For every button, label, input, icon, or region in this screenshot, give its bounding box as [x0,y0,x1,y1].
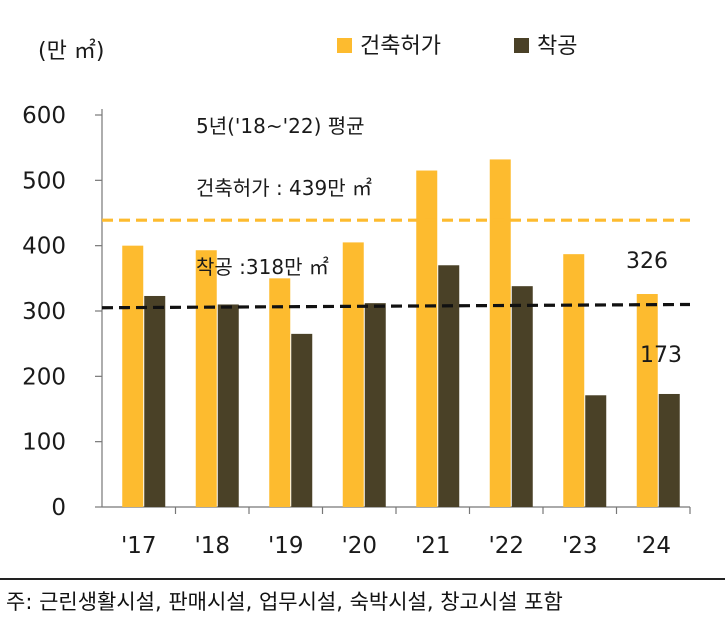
value-label-starts-2024: 173 [640,343,682,368]
bar-starts-23 [585,395,607,507]
bar-chart: 0 100 200 300 400 500 600 '17 '18 '19 '20 '21 '22 '2… [22,34,691,559]
bar-permits-24 [636,294,658,507]
legend-swatch-starts [514,38,529,53]
y-tick-label: 300 [22,299,66,325]
bar-permits-19 [269,278,291,507]
permit-average-label: 건축허가 : 439만 ㎡ [196,176,372,200]
bar-starts-24 [658,393,680,507]
start-average-label: 착공 :318만 ㎡ [196,255,329,279]
bar-starts-21 [438,265,460,507]
bar-starts-20 [364,303,386,507]
start-average-line [101,302,691,310]
x-tick-label: '21 [415,533,451,559]
bar-permits-22 [489,159,511,507]
legend: 건축허가 착공 [337,34,577,59]
footnote-text: 주: 근린생활시설, 판매시설, 업무시설, 숙박시설, 창고시설 포함 [6,590,563,614]
y-axis: 0 100 200 300 400 500 600 [22,103,103,521]
bars [122,159,680,508]
x-tick-label: '24 [635,533,671,559]
value-label-permits-2024: 326 [626,249,668,274]
y-tick-label: 100 [22,430,66,456]
bar-starts-22 [511,286,533,507]
legend-swatch-permits [337,38,352,53]
bar-permits-21 [416,170,438,508]
x-tick-label: '23 [562,533,598,559]
x-tick-label: '20 [341,533,377,559]
y-tick-label: 600 [22,103,66,129]
footnote: 주: 근린생활시설, 판매시설, 업무시설, 숙박시설, 창고시설 포함 [0,578,725,618]
legend-label-permits: 건축허가 [360,34,441,59]
y-tick-label: 200 [22,364,66,390]
y-tick-label: 0 [51,495,66,521]
legend-label-starts: 착공 [537,34,577,59]
bar-permits-23 [563,254,585,507]
x-tick-label: '17 [121,533,157,559]
y-tick-label: 500 [22,168,66,194]
bar-starts-17 [144,295,166,507]
x-tick-label: '18 [194,533,230,559]
reference-lines [101,218,691,310]
average-title: 5년('18~'22) 평균 [196,114,365,138]
x-tick-label: '22 [488,533,524,559]
bar-starts-19 [291,333,313,507]
bar-permits-17 [122,245,144,507]
unit-label: (만 ㎡) [38,38,104,64]
bar-permits-18 [195,250,217,508]
bar-starts-18 [217,304,239,507]
x-tick-label: '19 [268,533,304,559]
x-axis: '17 '18 '19 '20 '21 '22 '23 '24 [102,506,691,559]
bar-permits-20 [342,242,364,507]
y-tick-label: 400 [22,234,66,260]
